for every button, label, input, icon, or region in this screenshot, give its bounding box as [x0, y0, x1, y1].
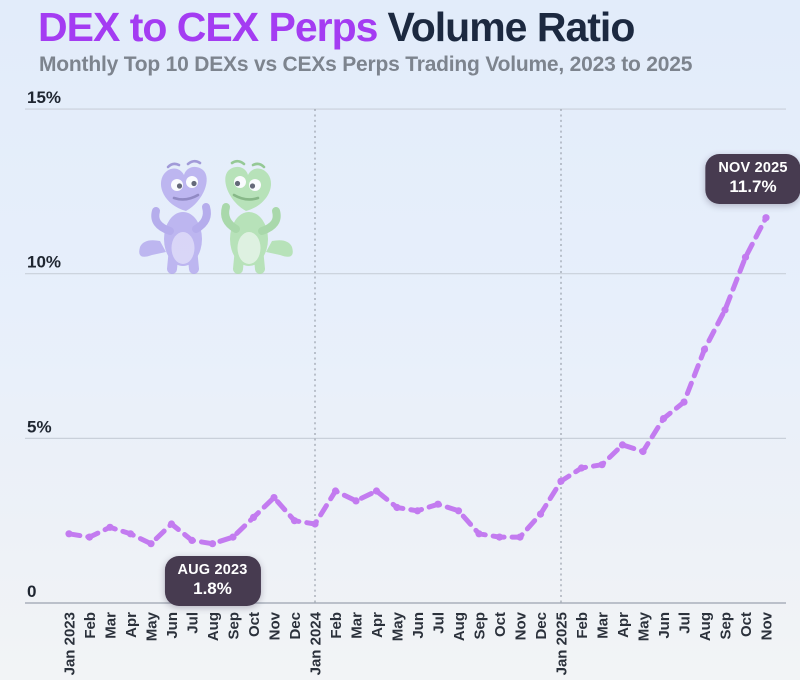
x-tick-label: May — [390, 611, 407, 641]
x-tick-label: Nov — [513, 611, 530, 640]
data-point-marker — [700, 345, 709, 353]
data-point-marker — [557, 477, 565, 485]
data-point-marker — [393, 503, 401, 512]
gecko-mascots-illustration — [139, 159, 293, 274]
data-point-marker — [639, 447, 647, 456]
x-tick-label: Jan 2024 — [308, 611, 325, 675]
x-tick-label: Mar — [349, 612, 366, 639]
data-point-marker — [454, 507, 463, 515]
data-point-marker — [106, 523, 114, 531]
page-subtitle: Monthly Top 10 DEXs vs CEXs Perps Tradin… — [39, 53, 693, 77]
data-point-marker — [126, 530, 135, 538]
title-rest: Volume Ratio — [387, 4, 635, 50]
chart-header: DEX to CEX Perps Volume Ratio Monthly Top… — [38, 4, 692, 77]
x-tick-label: Jun — [164, 612, 181, 639]
x-tick-label: Jul — [431, 612, 448, 634]
y-tick-label: 15% — [27, 88, 61, 107]
data-point-marker — [495, 533, 504, 541]
purple-gecko — [139, 159, 211, 274]
data-point-marker — [577, 464, 586, 472]
data-point-marker — [208, 540, 217, 548]
data-point-marker — [721, 306, 729, 314]
x-tick-label: Feb — [574, 612, 591, 639]
data-point-marker — [270, 494, 278, 502]
data-point-marker — [536, 510, 545, 518]
x-tick-label: Mar — [595, 612, 612, 639]
data-point-marker — [741, 253, 750, 261]
x-tick-label: Oct — [246, 612, 263, 637]
x-tick-label: Dec — [533, 612, 550, 640]
data-point-marker — [762, 214, 770, 222]
data-point-marker — [372, 487, 381, 495]
x-tick-label: May — [636, 611, 653, 641]
x-tick-label: May — [144, 611, 161, 641]
x-tick-label: Aug — [451, 612, 468, 641]
data-point-marker — [65, 530, 73, 538]
data-point-marker — [659, 415, 668, 423]
x-tick-label: Jul — [185, 612, 202, 634]
data-point-marker — [413, 507, 422, 515]
data-point-marker — [516, 533, 524, 541]
x-tick-label: Aug — [697, 612, 714, 641]
x-tick-label: Jun — [410, 612, 427, 639]
title-highlight: DEX to CEX Perps — [38, 4, 378, 50]
x-tick-label: Sep — [472, 612, 489, 640]
data-point-marker — [618, 441, 627, 449]
data-point-marker — [352, 497, 360, 505]
data-point-marker — [475, 530, 483, 538]
data-point-marker — [311, 520, 319, 528]
x-tick-label: Feb — [82, 612, 99, 639]
data-point-marker — [147, 540, 155, 548]
y-tick-label: 10% — [27, 253, 61, 272]
x-tick-label: Nov — [759, 611, 776, 640]
green-gecko — [221, 159, 293, 274]
x-tick-label: Sep — [718, 612, 735, 640]
page-title: DEX to CEX Perps Volume Ratio — [38, 4, 692, 51]
x-tick-label: Jan 2023 — [62, 612, 79, 675]
data-point-marker — [290, 517, 299, 525]
data-point-marker — [598, 461, 606, 469]
data-point-marker — [167, 520, 176, 528]
data-point-marker — [331, 487, 340, 495]
x-tick-label: Jul — [677, 612, 694, 634]
data-point-marker — [434, 500, 442, 508]
data-point-marker — [188, 536, 196, 545]
x-tick-label: Oct — [492, 612, 509, 637]
x-tick-label: Aug — [205, 612, 222, 641]
data-point-marker — [85, 533, 94, 541]
x-tick-label: Feb — [328, 612, 345, 639]
y-tick-label: 5% — [27, 417, 52, 436]
x-tick-label: Dec — [287, 612, 304, 640]
x-tick-label: Jun — [656, 612, 673, 639]
data-point-marker — [680, 398, 688, 406]
x-tick-label: Apr — [615, 612, 632, 638]
x-tick-label: Oct — [738, 612, 755, 637]
x-tick-label: Sep — [226, 612, 243, 640]
data-point-marker — [229, 533, 237, 541]
x-tick-label: Jan 2025 — [554, 612, 571, 675]
x-tick-label: Mar — [103, 612, 120, 639]
y-tick-label: 0 — [27, 582, 36, 601]
x-tick-label: Nov — [267, 611, 284, 640]
x-tick-label: Apr — [123, 612, 140, 638]
x-tick-label: Apr — [369, 612, 386, 638]
data-point-marker — [249, 513, 258, 522]
